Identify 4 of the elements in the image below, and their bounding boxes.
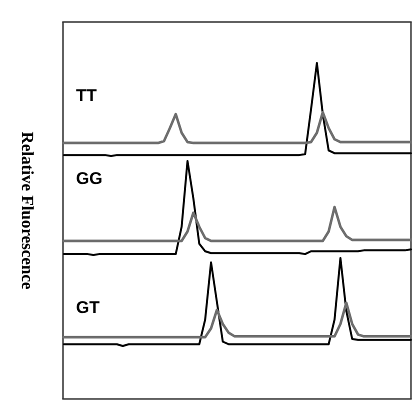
text: GT [76, 298, 100, 317]
text: GG [76, 169, 102, 188]
text: TT [76, 86, 98, 105]
y-axis-title: Relative Fluorescence [18, 132, 37, 290]
